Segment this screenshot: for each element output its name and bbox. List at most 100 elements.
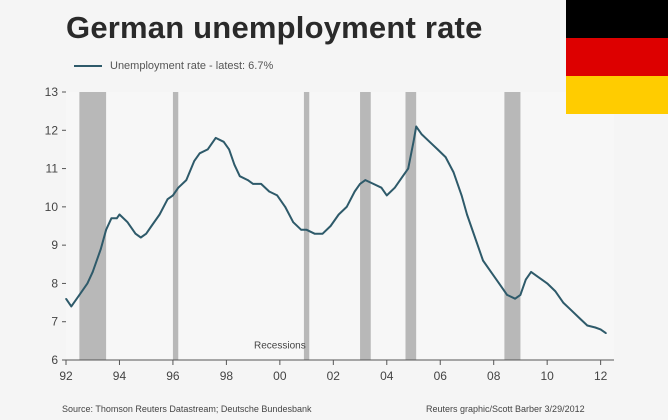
- data-point: [228, 148, 230, 151]
- data-point: [436, 148, 439, 151]
- data-point: [158, 213, 161, 216]
- y-tick-label-10: 10: [45, 200, 59, 214]
- data-point: [145, 232, 147, 235]
- data-point: [570, 309, 573, 312]
- data-point: [353, 190, 356, 193]
- flag-stripe-black: [566, 0, 668, 38]
- data-point: [198, 152, 201, 155]
- data-point: [519, 294, 522, 296]
- x-tick-label-94: 94: [113, 369, 127, 383]
- data-point: [206, 148, 209, 151]
- data-point: [305, 229, 308, 231]
- data-point: [118, 213, 121, 216]
- data-point: [238, 175, 241, 178]
- data-point: [313, 232, 316, 235]
- data-point: [345, 206, 348, 208]
- y-tick-label-8: 8: [51, 276, 58, 290]
- data-point: [172, 194, 174, 197]
- legend-label: Unemployment rate - latest: 6.7%: [110, 60, 274, 72]
- x-tick-label-98: 98: [220, 369, 234, 383]
- recession-band-6: [504, 92, 521, 360]
- x-tick-label-96: 96: [166, 369, 180, 383]
- data-point: [140, 236, 142, 239]
- data-point: [337, 213, 340, 216]
- chart-legend: Unemployment rate - latest: 6.7%: [74, 60, 273, 72]
- data-point: [402, 175, 404, 178]
- data-point: [372, 183, 375, 185]
- y-tick-label-7: 7: [51, 315, 58, 329]
- x-tick-label-10: 10: [540, 369, 554, 383]
- data-point: [586, 324, 589, 327]
- data-point: [407, 167, 409, 170]
- data-point: [300, 229, 303, 231]
- chart-title: German unemployment rate: [66, 10, 483, 45]
- data-point: [70, 305, 73, 308]
- data-point: [115, 217, 118, 220]
- data-point: [284, 206, 287, 208]
- data-point: [482, 259, 484, 262]
- y-tick-label-12: 12: [45, 123, 59, 137]
- data-point: [233, 163, 236, 166]
- data-point: [364, 179, 367, 181]
- plot-area: [66, 92, 614, 360]
- data-point: [260, 183, 262, 185]
- data-point: [514, 297, 516, 300]
- data-point: [535, 274, 538, 277]
- data-point: [222, 140, 225, 143]
- data-point: [91, 271, 94, 273]
- data-point: [134, 232, 137, 235]
- data-point: [394, 186, 396, 189]
- data-point: [65, 297, 67, 300]
- series-line-unemployment-rate: [65, 125, 607, 335]
- data-point: [605, 332, 607, 335]
- data-point: [444, 156, 447, 158]
- data-point: [599, 328, 602, 331]
- data-point: [185, 179, 188, 181]
- line-chart: 6 7 8 9 10 11 12 13 92 94 96 98 00 02 04 06 08 10 12 Recess…: [45, 85, 614, 383]
- data-point: [474, 236, 476, 239]
- data-point: [594, 326, 597, 329]
- data-point: [329, 225, 332, 227]
- data-point: [193, 160, 196, 162]
- data-point: [541, 278, 543, 281]
- data-point: [177, 186, 180, 189]
- data-point: [246, 179, 249, 181]
- x-tick-label-02: 02: [327, 369, 341, 383]
- recessions-label: Recessions: [254, 341, 306, 352]
- data-point: [524, 278, 527, 281]
- y-tick-label-9: 9: [51, 238, 58, 252]
- data-point: [412, 140, 415, 143]
- legend-swatch: [74, 65, 102, 67]
- german-flag: [566, 0, 668, 114]
- data-point: [321, 232, 324, 235]
- data-point: [428, 140, 431, 143]
- data-point: [546, 282, 548, 285]
- data-point: [292, 221, 295, 223]
- y-tick-label-11: 11: [46, 162, 59, 176]
- credit-note: Reuters graphic/Scott Barber 3/29/2012: [426, 404, 585, 414]
- x-tick-label-04: 04: [380, 369, 394, 383]
- x-tick-label-08: 08: [487, 369, 501, 383]
- data-point: [562, 301, 565, 304]
- data-point: [166, 198, 169, 200]
- data-point: [268, 190, 270, 193]
- recession-band-1: [79, 92, 107, 360]
- data-point: [252, 183, 254, 185]
- data-point: [276, 194, 278, 197]
- data-point: [126, 221, 129, 223]
- data-point: [460, 194, 463, 197]
- data-point: [554, 290, 556, 292]
- flag-stripe-gold: [566, 76, 668, 114]
- data-point: [150, 225, 153, 227]
- y-tick-label-13: 13: [45, 85, 59, 99]
- data-point: [380, 186, 383, 189]
- data-point: [214, 137, 217, 139]
- x-tick-label-92: 92: [59, 369, 73, 383]
- data-point: [530, 271, 532, 273]
- x-tick-label-00: 00: [273, 369, 287, 383]
- data-point: [578, 317, 581, 319]
- x-tick-label-12: 12: [594, 369, 608, 383]
- data-point: [105, 229, 107, 231]
- data-point: [466, 213, 468, 216]
